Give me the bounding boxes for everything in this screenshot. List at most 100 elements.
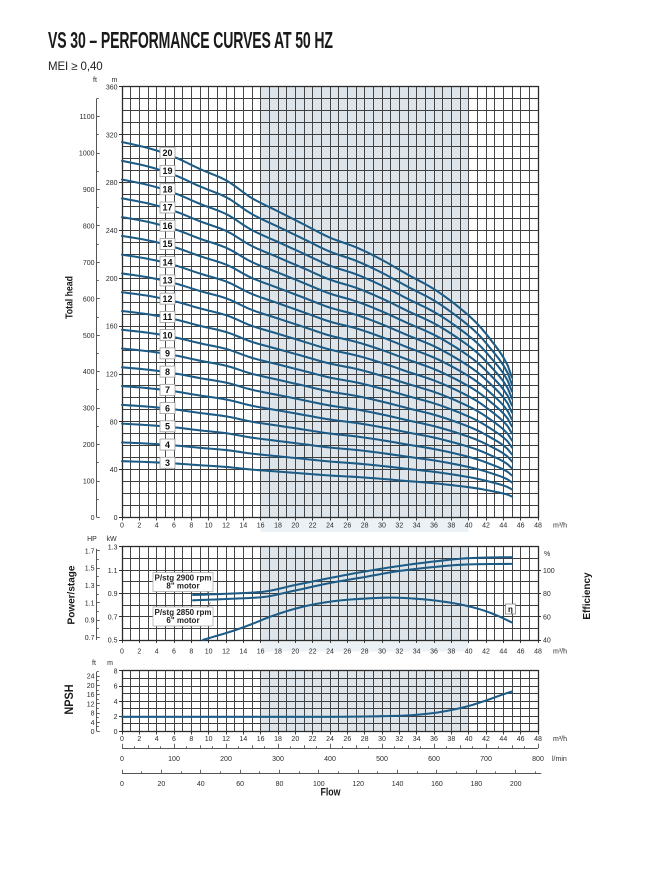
svg-text:160: 160 bbox=[431, 781, 443, 788]
svg-text:4: 4 bbox=[114, 699, 118, 706]
svg-text:18: 18 bbox=[274, 523, 282, 530]
svg-text:10: 10 bbox=[162, 330, 172, 340]
svg-text:200: 200 bbox=[220, 756, 232, 763]
svg-text:8: 8 bbox=[189, 523, 193, 530]
svg-text:8: 8 bbox=[165, 367, 170, 377]
svg-text:NPSH: NPSH bbox=[64, 684, 76, 714]
svg-text:1.3: 1.3 bbox=[108, 545, 118, 552]
svg-text:8: 8 bbox=[189, 649, 193, 656]
svg-text:40: 40 bbox=[465, 736, 473, 743]
svg-text:300: 300 bbox=[83, 406, 95, 413]
svg-text:24: 24 bbox=[326, 523, 334, 530]
svg-text:8: 8 bbox=[189, 736, 193, 743]
svg-text:60: 60 bbox=[543, 614, 551, 621]
svg-text:600: 600 bbox=[83, 296, 95, 303]
svg-text:1.1: 1.1 bbox=[85, 600, 95, 607]
svg-text:5: 5 bbox=[165, 422, 170, 432]
svg-text:ft: ft bbox=[92, 660, 96, 667]
svg-text:4: 4 bbox=[165, 440, 170, 450]
svg-text:7: 7 bbox=[165, 385, 170, 395]
svg-text:240: 240 bbox=[106, 228, 118, 235]
svg-text:8" motor: 8" motor bbox=[166, 582, 199, 591]
svg-text:1.3: 1.3 bbox=[85, 583, 95, 590]
svg-text:16: 16 bbox=[257, 649, 265, 656]
svg-text:28: 28 bbox=[361, 649, 369, 656]
svg-text:38: 38 bbox=[447, 523, 455, 530]
svg-text:42: 42 bbox=[482, 649, 490, 656]
svg-text:34: 34 bbox=[413, 523, 421, 530]
svg-text:6: 6 bbox=[172, 736, 176, 743]
svg-text:80: 80 bbox=[543, 591, 551, 598]
svg-text:44: 44 bbox=[499, 736, 507, 743]
svg-text:14: 14 bbox=[162, 257, 172, 267]
svg-text:30: 30 bbox=[378, 523, 386, 530]
svg-text:HP: HP bbox=[87, 536, 97, 543]
svg-text:120: 120 bbox=[352, 781, 364, 788]
svg-text:11: 11 bbox=[163, 312, 173, 322]
svg-text:4: 4 bbox=[155, 649, 159, 656]
svg-text:18: 18 bbox=[274, 736, 282, 743]
svg-text:2: 2 bbox=[137, 523, 141, 530]
svg-text:6: 6 bbox=[172, 523, 176, 530]
svg-text:l/min: l/min bbox=[552, 756, 567, 763]
svg-text:700: 700 bbox=[83, 260, 95, 267]
svg-text:4: 4 bbox=[155, 523, 159, 530]
svg-text:800: 800 bbox=[83, 223, 95, 230]
svg-text:700: 700 bbox=[480, 756, 492, 763]
svg-text:9: 9 bbox=[165, 349, 170, 359]
svg-text:46: 46 bbox=[517, 649, 525, 656]
svg-text:28: 28 bbox=[361, 523, 369, 530]
svg-text:24: 24 bbox=[87, 674, 95, 681]
svg-text:38: 38 bbox=[447, 736, 455, 743]
svg-text:4: 4 bbox=[91, 720, 95, 727]
svg-text:12: 12 bbox=[222, 523, 230, 530]
svg-text:44: 44 bbox=[499, 649, 507, 656]
svg-text:2: 2 bbox=[137, 736, 141, 743]
svg-text:46: 46 bbox=[517, 523, 525, 530]
svg-text:0: 0 bbox=[120, 649, 124, 656]
svg-text:900: 900 bbox=[83, 187, 95, 194]
svg-text:20: 20 bbox=[291, 736, 299, 743]
svg-text:6" motor: 6" motor bbox=[166, 616, 199, 625]
svg-text:0.5: 0.5 bbox=[108, 638, 118, 645]
svg-text:20: 20 bbox=[162, 148, 172, 158]
svg-text:500: 500 bbox=[83, 333, 95, 340]
svg-text:19: 19 bbox=[162, 166, 172, 176]
svg-text:η: η bbox=[508, 605, 513, 614]
svg-text:26: 26 bbox=[343, 736, 351, 743]
svg-text:30: 30 bbox=[378, 649, 386, 656]
svg-text:200: 200 bbox=[106, 276, 118, 283]
svg-text:6: 6 bbox=[165, 403, 170, 413]
svg-text:16: 16 bbox=[257, 736, 265, 743]
svg-text:0: 0 bbox=[91, 515, 95, 522]
svg-text:0.9: 0.9 bbox=[85, 618, 95, 625]
svg-text:0: 0 bbox=[120, 736, 124, 743]
svg-text:4: 4 bbox=[155, 736, 159, 743]
svg-text:20: 20 bbox=[87, 683, 95, 690]
svg-text:200: 200 bbox=[83, 442, 95, 449]
svg-text:12: 12 bbox=[87, 701, 95, 708]
svg-text:280: 280 bbox=[106, 180, 118, 187]
svg-text:0.7: 0.7 bbox=[85, 635, 95, 642]
svg-text:20: 20 bbox=[157, 781, 165, 788]
svg-text:3: 3 bbox=[165, 458, 170, 468]
svg-text:100: 100 bbox=[168, 756, 180, 763]
svg-text:20: 20 bbox=[291, 649, 299, 656]
svg-text:40: 40 bbox=[197, 781, 205, 788]
svg-text:60: 60 bbox=[236, 781, 244, 788]
svg-text:18: 18 bbox=[162, 184, 172, 194]
svg-text:48: 48 bbox=[534, 736, 542, 743]
svg-text:12: 12 bbox=[222, 649, 230, 656]
svg-text:12: 12 bbox=[162, 294, 172, 304]
svg-text:0: 0 bbox=[114, 515, 118, 522]
svg-text:16: 16 bbox=[162, 221, 172, 231]
svg-text:16: 16 bbox=[87, 692, 95, 699]
svg-text:14: 14 bbox=[239, 523, 247, 530]
svg-text:18: 18 bbox=[274, 649, 282, 656]
svg-text:160: 160 bbox=[106, 324, 118, 331]
svg-text:0.9: 0.9 bbox=[108, 591, 118, 598]
svg-text:360: 360 bbox=[106, 85, 118, 92]
svg-text:15: 15 bbox=[162, 239, 172, 249]
svg-text:%: % bbox=[544, 551, 550, 558]
svg-text:26: 26 bbox=[343, 523, 351, 530]
